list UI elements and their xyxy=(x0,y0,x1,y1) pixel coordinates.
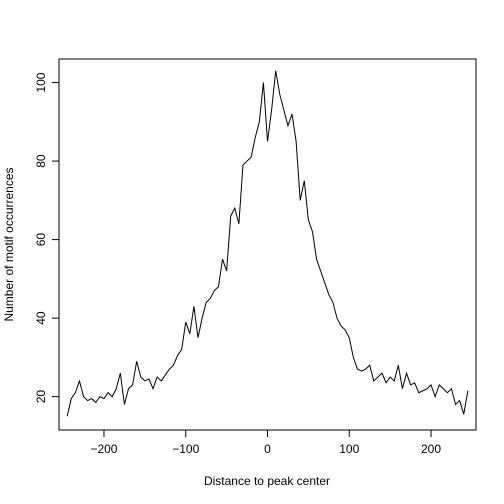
x-axis: −200 −100 0 100 200 xyxy=(90,430,441,456)
x-tick-label: 100 xyxy=(339,442,359,456)
x-tick-label: 200 xyxy=(421,442,441,456)
x-tick-label: −100 xyxy=(172,442,199,456)
y-tick-label: 60 xyxy=(34,233,48,247)
series-line xyxy=(66,70,469,417)
y-tick-label: 80 xyxy=(34,154,48,168)
plot-frame xyxy=(58,58,477,431)
y-tick-label: 40 xyxy=(34,311,48,325)
x-tick-label: 0 xyxy=(264,442,271,456)
y-tick-label: 20 xyxy=(34,390,48,404)
y-tick-label: 100 xyxy=(34,72,48,92)
y-axis-label: Number of motif occurrences xyxy=(2,167,16,321)
y-axis: 20 40 60 80 100 xyxy=(34,72,59,403)
x-tick-label: −200 xyxy=(90,442,117,456)
x-axis-label: Distance to peak center xyxy=(204,474,330,488)
